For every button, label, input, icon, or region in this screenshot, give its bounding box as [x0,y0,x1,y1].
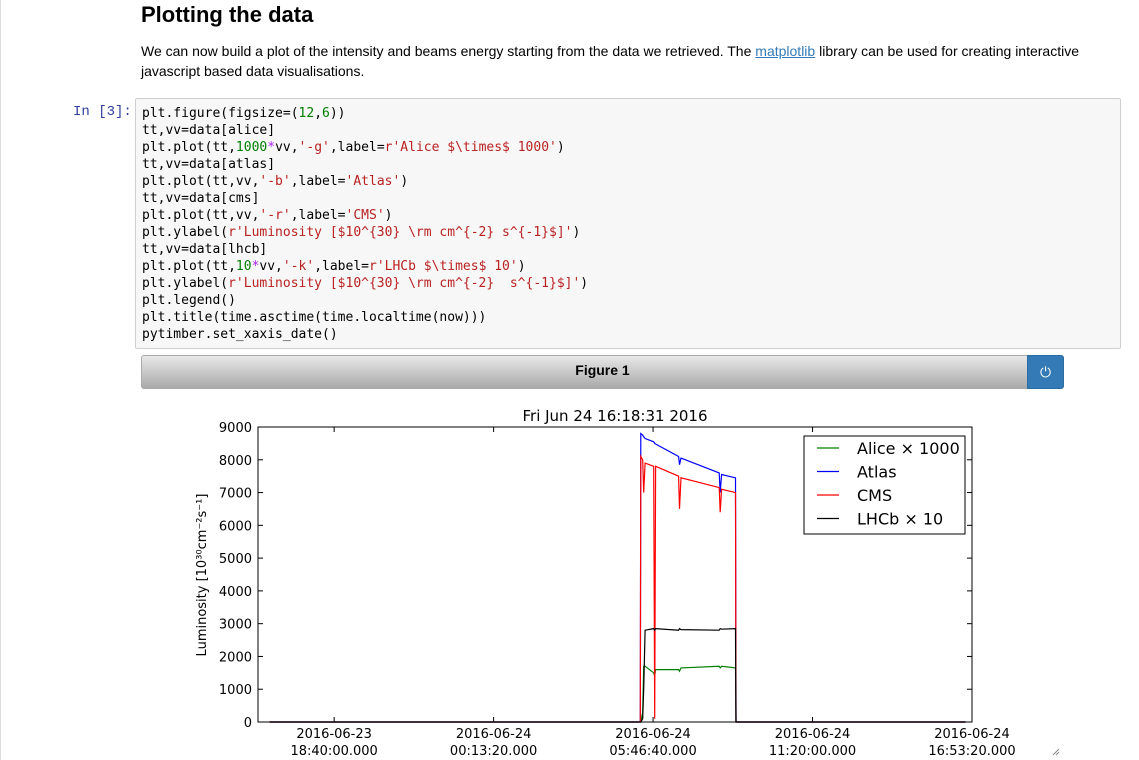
code-cell[interactable]: plt.figure(figsize=(12,6)) tt,vv=data[ali… [135,98,1121,349]
y-tick-label: 2000 [219,650,252,665]
code-line: plt.legend() [142,293,236,308]
link[interactable]: matplotlib [755,43,816,59]
code-line: tt,vv=data[cms] [142,191,260,206]
y-tick-label: 3000 [219,618,252,633]
y-tick-label: 6000 [219,519,252,534]
x-tick-label: 2016-06-24 05:46:40.000 [609,727,696,759]
y-tick-label: 0 [244,716,252,731]
figure-header: Figure 1 [141,355,1064,389]
x-tick-label: 2016-06-24 16:53:20.000 [928,727,1015,759]
text: library can be used for creating interac… [141,43,1080,79]
code-line: plt.plot(tt,1000*vv,'-g',label=r'Alice $… [142,140,565,155]
y-tick-label: 4000 [219,585,252,600]
code-line: tt,vv=data[atlas] [142,157,276,172]
heading: Plotting the data [141,2,314,27]
cell-prompt: In [3]: [73,104,132,120]
x-tick-label: 2016-06-24 00:13:20.000 [450,727,537,759]
y-tick-label: 9000 [219,421,252,436]
code-line: plt.plot(tt,10*vv,'-k',label=r'LHCb $\ti… [142,259,526,274]
resize-handle[interactable] [1052,748,1060,756]
code-line: plt.plot(tt,vv,'-r',label='CMS') [142,208,393,223]
legend-label: LHCb × 10 [857,510,943,529]
code-line: plt.ylabel(r'Luminosity [$10^{30} \rm cm… [142,225,581,240]
code-line: tt,vv=data[alice] [142,123,276,138]
legend-label: Alice × 1000 [857,439,960,458]
y-tick-label: 7000 [219,487,252,502]
code-line: tt,vv=data[lhcb] [142,242,268,257]
code-line: plt.figure(figsize=(12,6)) [142,106,346,121]
code-line: plt.ylabel(r'Luminosity [$10^{30} \rm cm… [142,276,589,291]
y-tick-label: 1000 [219,683,252,698]
paragraph: We can now build a plot of the intensity… [141,41,1116,81]
code-line: plt.plot(tt,vv,'-b',label='Atlas') [142,174,409,189]
x-tick-label: 2016-06-23 18:40:00.000 [290,727,377,759]
legend-label: CMS [857,486,892,505]
code-line: plt.title(time.asctime(time.localtime(no… [142,310,487,325]
y-tick-label: 5000 [219,552,252,567]
chart-title: Fri Jun 24 16:18:31 2016 [522,407,707,425]
text: We can now build a plot of the intensity… [141,43,756,59]
code-line: pytimber.set_xaxis_date() [142,327,338,342]
line-series [269,627,966,723]
power-button[interactable]: ⏻ [1027,355,1064,389]
line-series [269,432,966,723]
y-tick-label: 8000 [219,454,252,469]
x-tick-label: 2016-06-24 11:20:00.000 [769,727,856,759]
legend-label: Atlas [857,463,897,482]
legend [803,435,966,535]
y-axis-label: Luminosity [10³⁰cm⁻²s⁻¹] [195,494,210,657]
line-series [269,454,966,723]
